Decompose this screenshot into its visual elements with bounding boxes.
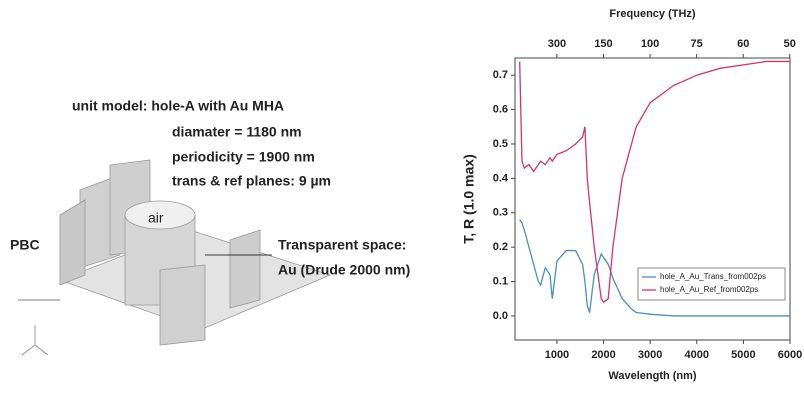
model-title: unit model: hole-A with Au MHA <box>72 98 284 114</box>
x-axis-label: Wavelength (nm) <box>608 370 697 382</box>
y-tick-label: 0.6 <box>493 103 508 115</box>
pbc-label: PBC <box>10 237 40 253</box>
x-tick-label: 5000 <box>731 349 755 361</box>
y-tick-label: 0.7 <box>493 69 508 81</box>
x2-tick-label: 100 <box>641 38 659 50</box>
series-line <box>520 61 790 302</box>
x-tick-label: 3000 <box>638 349 662 361</box>
param: trans & ref planes: 9 µm <box>172 173 331 189</box>
y-tick-label: 0.5 <box>493 138 508 150</box>
x-tick-label: 4000 <box>685 349 709 361</box>
x2-tick-label: 50 <box>784 38 796 50</box>
y-axis-label: T, R (1.0 max) <box>461 154 477 243</box>
param: periodicity = 1900 nm <box>172 149 315 165</box>
x-tick-label: 6000 <box>778 349 802 361</box>
param: diamater = 1180 nm <box>172 124 302 140</box>
y-tick-label: 0.3 <box>493 207 508 219</box>
x2-axis-label: Frequency (THz) <box>609 8 696 20</box>
legend-label: hole_A_Au_Ref_from002ps <box>660 285 758 294</box>
y-tick-label: 0.1 <box>493 275 508 287</box>
model-drawing <box>18 160 330 355</box>
x2-tick-label: 150 <box>594 38 612 50</box>
space-label: Transparent space: <box>278 237 406 253</box>
y-tick-label: 0.0 <box>493 310 508 322</box>
y-tick-label: 0.2 <box>493 241 508 253</box>
air-label: air <box>148 210 164 226</box>
figure: unit model: hole-A with Au MHA diamater … <box>0 0 804 388</box>
chart: 0.0 0.1 0.2 0.3 0.4 0.5 0.6 0.7 1000 2000 3000 4000… <box>461 8 803 382</box>
x-tick-label: 1000 <box>545 349 569 361</box>
x2-tick-label: 60 <box>737 38 749 50</box>
legend-label: hole_A_Au_Trans_from002ps <box>660 272 766 281</box>
x2-tick-label: 300 <box>548 38 566 50</box>
y-tick-label: 0.4 <box>493 172 509 184</box>
x-tick-label: 2000 <box>591 349 615 361</box>
space-label: Au (Drude 2000 nm) <box>278 262 410 278</box>
x2-tick-label: 75 <box>691 38 703 50</box>
